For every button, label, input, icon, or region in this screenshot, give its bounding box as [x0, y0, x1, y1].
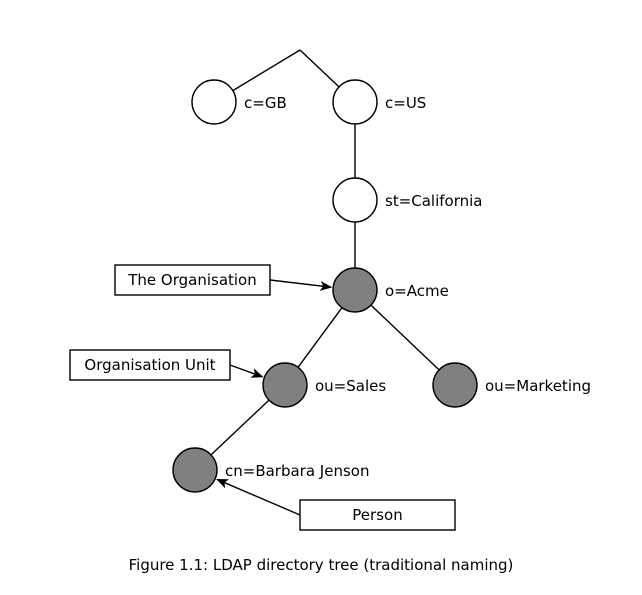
annotations-layer: The Organisation Organisation Unit Person — [70, 265, 455, 530]
annotation-label-ou: Organisation Unit — [84, 356, 215, 374]
node-mkt — [433, 363, 477, 407]
annotation-label-org: The Organisation — [127, 271, 257, 289]
edge-root-gb — [233, 50, 300, 91]
node-sales — [263, 363, 307, 407]
annotation-arrow-ou — [230, 365, 262, 377]
node-label-bj: cn=Barbara Jenson — [225, 462, 369, 480]
node-label-us: c=US — [385, 94, 426, 112]
annotation-arrow-person — [217, 479, 300, 515]
node-gb — [192, 80, 236, 124]
node-label-acme: o=Acme — [385, 282, 449, 300]
annotation-label-person: Person — [352, 506, 402, 524]
figure-caption: Figure 1.1: LDAP directory tree (traditi… — [129, 556, 514, 574]
node-label-sales: ou=Sales — [315, 377, 386, 395]
node-label-ca: st=California — [385, 192, 483, 210]
ldap-tree-diagram: c=GB c=US st=California o=Acme ou=Sales ou=Ma… — [0, 0, 642, 595]
node-acme — [333, 268, 377, 312]
node-ca — [333, 178, 377, 222]
edge-acme-sales — [298, 308, 342, 368]
node-us — [333, 80, 377, 124]
edge-acme-mkt — [371, 305, 439, 370]
annotation-arrow-org — [270, 280, 331, 287]
node-label-mkt: ou=Marketing — [485, 377, 591, 395]
edge-root-us — [300, 50, 339, 87]
node-bj — [173, 448, 217, 492]
node-label-gb: c=GB — [244, 94, 287, 112]
edge-sales-bj — [211, 400, 269, 455]
